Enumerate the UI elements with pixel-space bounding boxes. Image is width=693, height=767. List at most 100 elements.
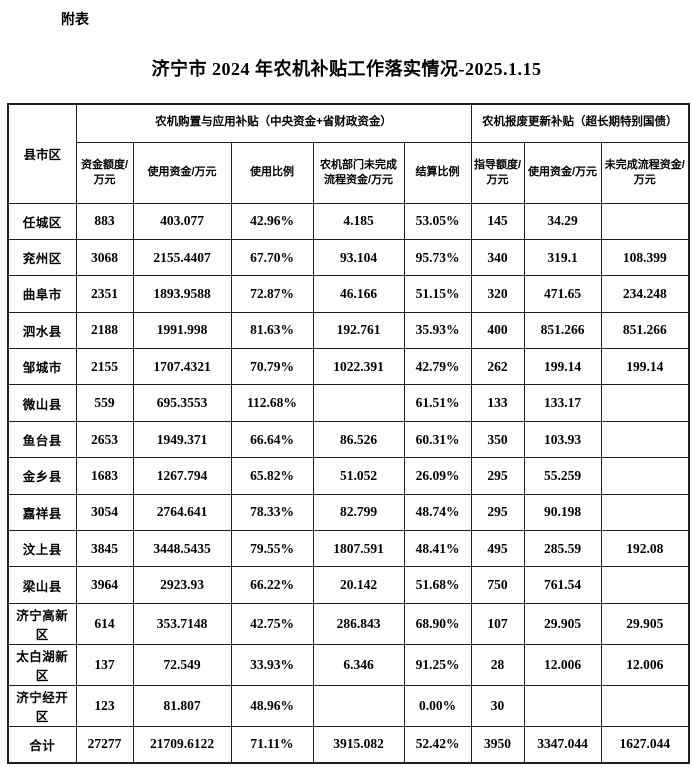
region-cell: 兖州区 <box>7 238 77 277</box>
region-cell: 梁山县 <box>7 566 77 604</box>
region-cell: 济宁经开区 <box>7 684 77 727</box>
table-row: 微山县 559 695.3553 112.68% 61.51% 133 133.17 <box>7 384 690 422</box>
value-cell: 33.93% <box>230 643 314 686</box>
table-row: 兖州区 3068 2155.4407 67.70% 93.104 95.73% 340 319… <box>7 238 690 277</box>
col-header-unfinished-funds: 农机部门未完成流程资金/万元 <box>312 141 405 204</box>
value-cell: 614 <box>75 602 134 645</box>
table-row: 嘉祥县 3054 2764.641 78.33% 82.799 48.74% 295 90.1… <box>7 493 690 532</box>
value-cell: 103.93 <box>523 420 602 459</box>
value-cell: 319.1 <box>523 238 602 277</box>
value-cell: 883 <box>75 202 134 240</box>
value-cell: 48.41% <box>403 530 472 568</box>
region-cell: 太白湖新区 <box>7 643 77 686</box>
value-cell: 53.05% <box>403 202 472 240</box>
value-cell: 112.68% <box>230 384 314 422</box>
value-cell: 286.843 <box>312 602 405 645</box>
value-cell: 353.7148 <box>132 602 232 645</box>
region-cell: 鱼台县 <box>7 420 77 459</box>
col-header-usage-ratio: 使用比例 <box>230 141 314 204</box>
value-cell: 65.82% <box>230 457 314 495</box>
table-row: 泗水县 2188 1991.998 81.63% 192.761 35.93% 400 851… <box>7 311 690 350</box>
value-cell: 1022.391 <box>312 348 405 386</box>
value-cell: 108.399 <box>600 238 690 277</box>
value-cell: 1707.4321 <box>132 348 232 386</box>
region-cell: 金乡县 <box>7 457 77 495</box>
value-cell <box>600 384 690 422</box>
value-cell: 133.17 <box>523 384 602 422</box>
col-header-region: 县市区 <box>7 103 77 204</box>
value-cell: 51.15% <box>403 275 472 313</box>
col-header-unfinished-funds-2: 未完成流程资金/万元 <box>600 141 690 204</box>
value-cell: 3068 <box>75 238 134 277</box>
value-cell: 3964 <box>75 566 134 604</box>
value-cell: 78.33% <box>230 493 314 532</box>
value-cell: 51.68% <box>403 566 472 604</box>
value-cell: 27277 <box>75 725 134 764</box>
value-cell: 82.799 <box>312 493 405 532</box>
value-cell: 1893.9588 <box>132 275 232 313</box>
value-cell: 60.31% <box>403 420 472 459</box>
value-cell: 320 <box>470 275 525 313</box>
value-cell: 400 <box>470 311 525 350</box>
value-cell: 192.761 <box>312 311 405 350</box>
value-cell: 559 <box>75 384 134 422</box>
value-cell: 2764.641 <box>132 493 232 532</box>
value-cell: 2188 <box>75 311 134 350</box>
region-cell: 泗水县 <box>7 311 77 350</box>
table-row: 济宁经开区 123 81.807 48.96% 0.00% 30 <box>7 684 690 727</box>
value-cell <box>600 420 690 459</box>
value-cell: 750 <box>470 566 525 604</box>
header-sub-row: 资金额度/万元 使用资金/万元 使用比例 农机部门未完成流程资金/万元 结算比例… <box>8 141 690 204</box>
value-cell: 48.74% <box>403 493 472 532</box>
value-cell: 2653 <box>75 420 134 459</box>
value-cell <box>600 566 690 604</box>
col-header-settlement-ratio: 结算比例 <box>403 141 472 204</box>
table-row: 济宁高新区 614 353.7148 42.75% 286.843 68.90% 107 29… <box>7 602 690 645</box>
region-cell: 邹城市 <box>7 348 77 386</box>
value-cell: 471.65 <box>523 275 602 313</box>
value-cell: 234.248 <box>600 275 690 313</box>
value-cell: 133 <box>470 384 525 422</box>
table-body: 任城区 883 403.077 42.96% 4.185 53.05% 145 34.29 兖州… <box>7 202 690 764</box>
value-cell: 95.73% <box>403 238 472 277</box>
region-cell: 曲阜市 <box>7 275 77 313</box>
region-cell: 济宁高新区 <box>7 602 77 645</box>
value-cell: 91.25% <box>403 643 472 686</box>
value-cell: 29.905 <box>523 602 602 645</box>
value-cell: 2155.4407 <box>132 238 232 277</box>
region-cell: 汶上县 <box>7 530 77 568</box>
table-row: 汶上县 3845 3448.5435 79.55% 1807.591 48.41% 495 2… <box>7 530 690 568</box>
value-cell: 29.905 <box>600 602 690 645</box>
value-cell: 1683 <box>75 457 134 495</box>
value-cell: 0.00% <box>403 684 472 727</box>
value-cell: 42.75% <box>230 602 314 645</box>
value-cell: 34.29 <box>523 202 602 240</box>
col-header-used-funds: 使用资金/万元 <box>132 141 232 204</box>
value-cell: 3915.082 <box>312 725 405 764</box>
region-cell: 微山县 <box>7 384 77 422</box>
value-cell: 12.006 <box>600 643 690 686</box>
value-cell: 851.266 <box>600 311 690 350</box>
value-cell: 4.185 <box>312 202 405 240</box>
value-cell: 72.87% <box>230 275 314 313</box>
value-cell: 3845 <box>75 530 134 568</box>
subsidy-table: 县市区 农机购置与应用补贴（中央资金+省财政资金） 农机报废更新补贴（超长期特别… <box>7 103 690 764</box>
value-cell: 295 <box>470 493 525 532</box>
value-cell: 137 <box>75 643 134 686</box>
value-cell <box>600 457 690 495</box>
value-cell: 2923.93 <box>132 566 232 604</box>
value-cell: 350 <box>470 420 525 459</box>
page-title: 济宁市 2024 年农机补贴工作落实情况-2025.1.15 <box>151 59 542 79</box>
value-cell: 46.166 <box>312 275 405 313</box>
header-group-row: 县市区 农机购置与应用补贴（中央资金+省财政资金） 农机报废更新补贴（超长期特别… <box>7 103 690 204</box>
value-cell: 26.09% <box>403 457 472 495</box>
value-cell: 68.90% <box>403 602 472 645</box>
table-row: 邹城市 2155 1707.4321 70.79% 1022.391 42.79% 262 1… <box>7 348 690 386</box>
value-cell: 20.142 <box>312 566 405 604</box>
value-cell: 107 <box>470 602 525 645</box>
value-cell: 52.42% <box>403 725 472 764</box>
value-cell: 2155 <box>75 348 134 386</box>
group-header-scrappage-subsidy: 农机报废更新补贴（超长期特别国债） <box>470 103 690 143</box>
value-cell: 3448.5435 <box>132 530 232 568</box>
value-cell: 1807.591 <box>312 530 405 568</box>
